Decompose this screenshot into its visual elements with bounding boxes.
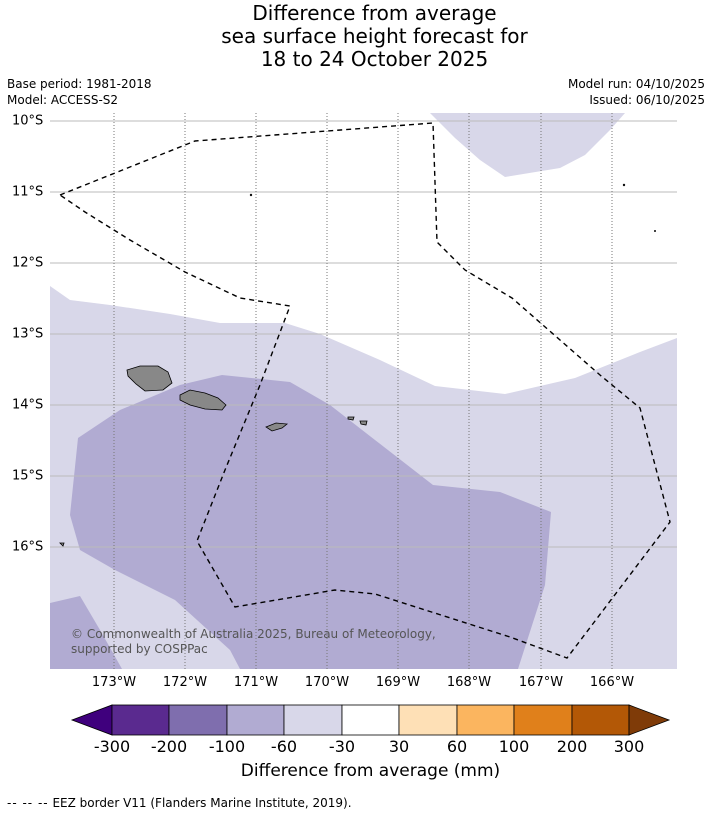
island-north-1 (622, 183, 626, 187)
colorbar-tick-4: -60 (270, 737, 298, 756)
model-name: Model: ACCESS-S2 (7, 93, 119, 107)
island-north-2 (654, 229, 657, 232)
title-line-3: 18 to 24 October 2025 (260, 47, 489, 71)
colorbar-tick-10: 300 (613, 737, 645, 756)
colorbar-tick-6: 30 (388, 737, 410, 756)
colorbar-seg-7 (456, 704, 515, 736)
colorbar-seg-9 (571, 704, 630, 736)
copyright-notice: © Commonwealth of Australia 2025, Bureau… (71, 627, 436, 656)
colorbar-seg-3 (226, 704, 285, 736)
lon-label-166w: 166°W (589, 675, 635, 690)
colorbar-tick-2: -200 (150, 737, 188, 756)
meta-right: Model run: 04/10/2025 Issued: 06/10/2025 (568, 76, 705, 108)
title-line-2: sea surface height forecast for (221, 24, 528, 48)
footer-legend: -- -- -- EEZ border V11 (Flanders Marine… (7, 796, 352, 810)
colorbar-tick-5: -30 (328, 737, 356, 756)
island-swains (249, 193, 253, 197)
meta-left: Base period: 1981-2018 Model: ACCESS-S2 (7, 76, 152, 108)
colorbar-seg-1 (111, 704, 170, 736)
island-manua-2 (359, 420, 368, 426)
shading-band-light-north (430, 113, 625, 177)
island-sw (59, 542, 65, 547)
model-run: Model run: 04/10/2025 (567, 77, 705, 91)
lat-label-14s: 14°S (12, 397, 44, 413)
colorbar-seg-6 (398, 704, 458, 736)
island-tutuila (265, 422, 289, 432)
colorbar-under-arrow (70, 704, 113, 736)
lon-label-172w: 172°W (162, 675, 208, 690)
lat-label-11s: 11°S (12, 184, 44, 200)
lat-label-15s: 15°S (12, 468, 44, 484)
lat-label-16s: 16°S (12, 539, 44, 555)
shading-band-medium-sw (50, 596, 122, 669)
title-line-1: Difference from average (252, 1, 497, 25)
lon-label-170w: 170°W (304, 675, 350, 690)
island-upolu (179, 389, 227, 411)
colorbar-seg-8 (513, 704, 573, 736)
colorbar-title: Difference from average (mm) (240, 761, 501, 781)
lat-gridlines (50, 120, 677, 548)
colorbar-tick-9: 200 (556, 737, 588, 756)
colorbar (70, 704, 671, 736)
lat-label-12s: 12°S (12, 255, 44, 271)
island-manua-1 (347, 416, 355, 421)
lon-label-168w: 168°W (446, 675, 492, 690)
issued-date: Issued: 06/10/2025 (589, 93, 705, 107)
chart-title: Difference from average sea surface heig… (0, 2, 713, 71)
lon-label-171w: 171°W (233, 675, 279, 690)
lat-label-10s: 10°S (12, 113, 44, 129)
lon-label-169w: 169°W (375, 675, 421, 690)
islands (59, 183, 657, 547)
eez-source-text: EEZ border V11 (Flanders Marine Institut… (52, 796, 352, 810)
colorbar-tick-3: -100 (208, 737, 246, 756)
shading-band-medium (70, 375, 551, 669)
colorbar-over-arrow (628, 704, 671, 736)
colorbar-tick-8: 100 (498, 737, 530, 756)
lon-label-173w: 173°W (91, 675, 137, 690)
base-period: Base period: 1981-2018 (7, 77, 152, 91)
colorbar-seg-4 (283, 704, 343, 736)
colorbar-tick-7: 60 (446, 737, 468, 756)
colorbar-seg-5 (341, 704, 400, 736)
island-savaii (126, 365, 173, 392)
eez-dash-symbol: -- -- -- (7, 796, 49, 810)
lon-label-167w: 167°W (518, 675, 564, 690)
colorbar-tick-1: -300 (93, 737, 131, 756)
map-area (50, 113, 677, 669)
lat-label-13s: 13°S (12, 326, 44, 342)
colorbar-seg-2 (168, 704, 228, 736)
